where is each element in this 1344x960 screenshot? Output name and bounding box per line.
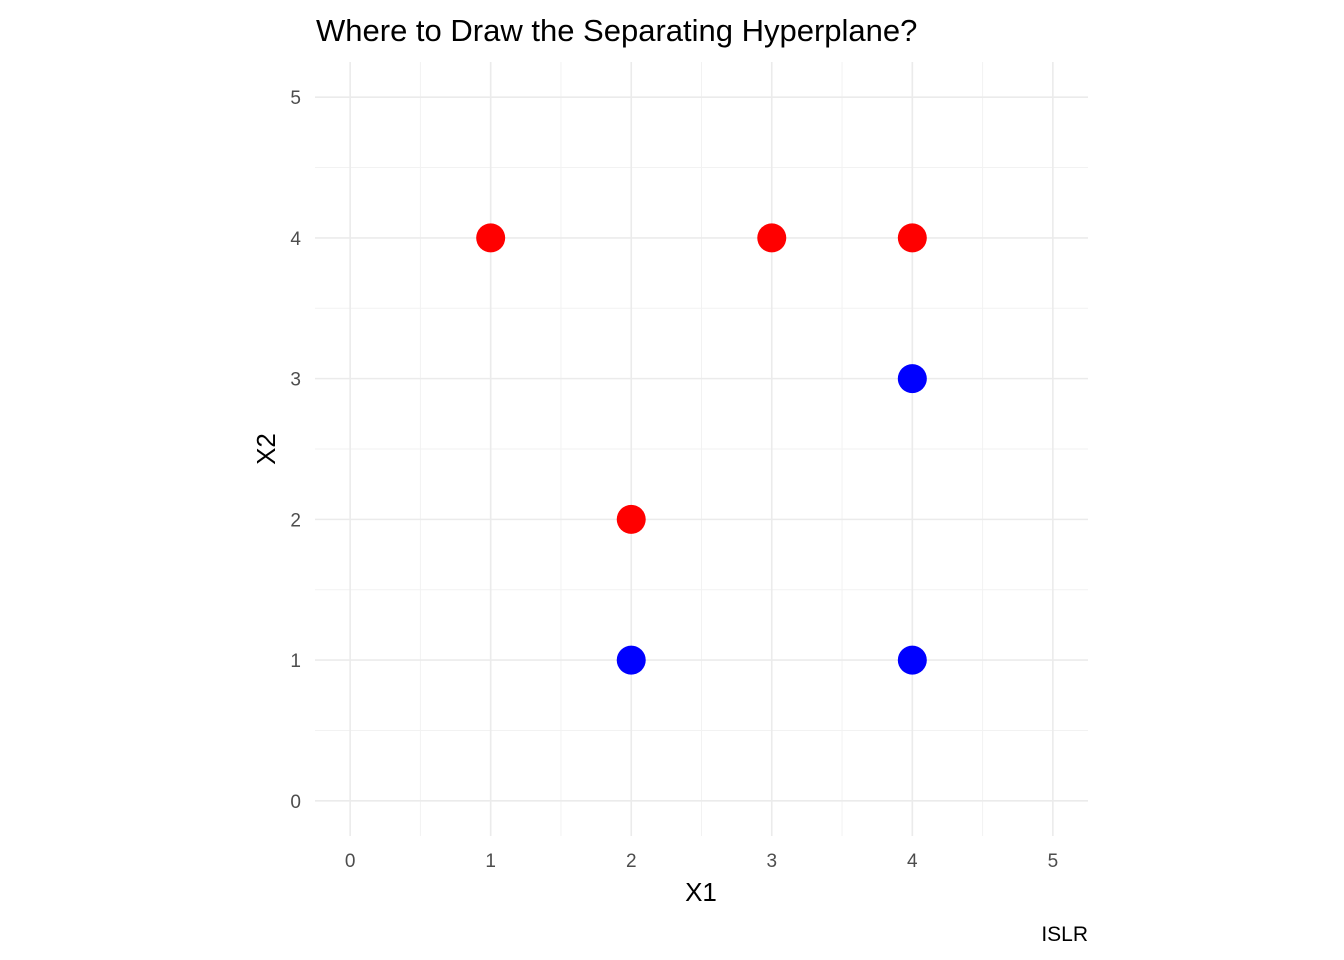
- data-point: [616, 645, 646, 675]
- y-axis-label: X2: [251, 433, 281, 465]
- x-tick-label: 1: [485, 851, 496, 872]
- data-points: [476, 223, 927, 675]
- x-tick-label: 3: [766, 851, 777, 872]
- y-tick-label: 5: [290, 88, 301, 109]
- data-point: [897, 364, 927, 394]
- x-tick-label: 0: [345, 851, 356, 872]
- y-tick-label: 2: [290, 510, 301, 531]
- x-tick-label: 4: [907, 851, 918, 872]
- caption: ISLR: [1041, 923, 1088, 946]
- chart-title: Where to Draw the Separating Hyperplane?: [316, 13, 917, 48]
- y-tick-label: 4: [290, 229, 301, 250]
- y-tick-label: 3: [290, 370, 301, 391]
- grid-lines: [315, 62, 1088, 836]
- data-point: [616, 504, 646, 534]
- x-tick-label: 5: [1048, 851, 1059, 872]
- data-point: [897, 223, 927, 253]
- x-axis-ticks: 0 1 2 3 4 5: [345, 851, 1058, 872]
- data-point: [757, 223, 787, 253]
- data-point: [476, 223, 506, 253]
- data-point: [897, 645, 927, 675]
- y-tick-label: 0: [290, 792, 301, 813]
- x-tick-label: 2: [626, 851, 637, 872]
- x-axis-label: X1: [685, 877, 717, 907]
- y-axis-ticks: 0 1 2 3 4 5: [290, 88, 301, 813]
- y-tick-label: 1: [290, 651, 301, 672]
